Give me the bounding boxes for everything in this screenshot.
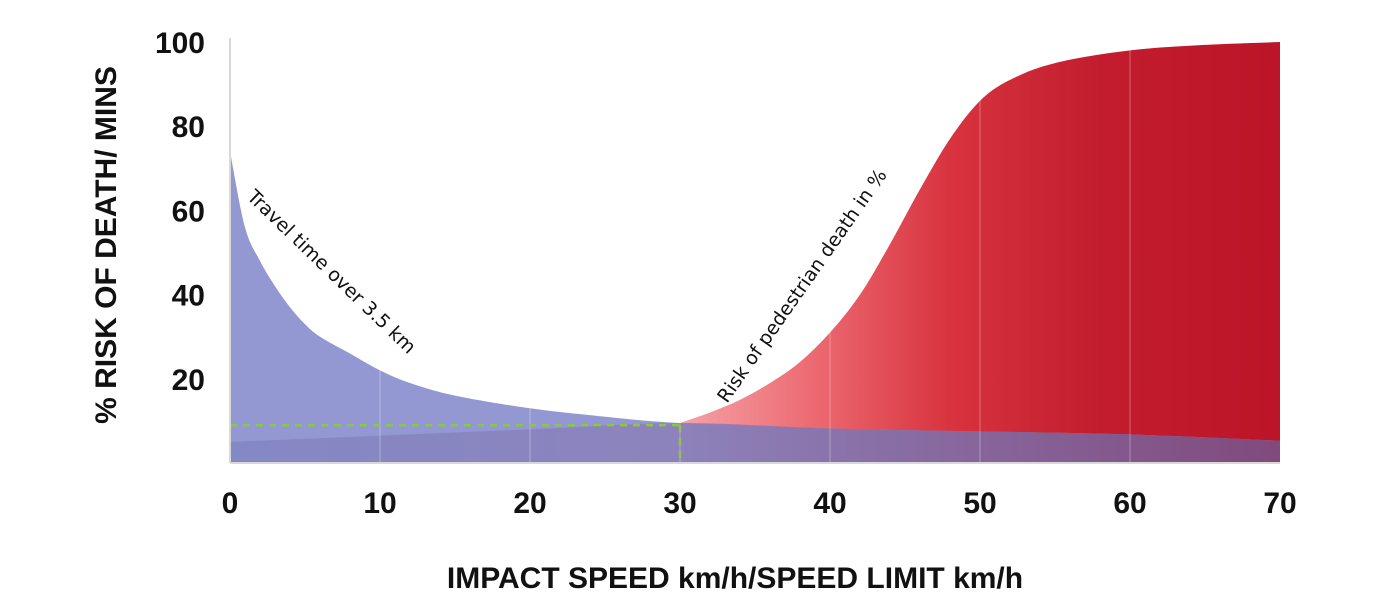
pedestrian-risk-area (680, 42, 1280, 463)
x-axis-title: IMPACT SPEED km/h/SPEED LIMIT km/h (447, 562, 1023, 595)
y-tick-label-80: 80 (172, 111, 205, 144)
y-tick-label-60: 60 (172, 195, 205, 228)
y-tick-label-20: 20 (172, 364, 205, 397)
x-tick-label-60: 60 (1113, 487, 1146, 520)
area-layer (230, 42, 1280, 463)
y-tick-label-40: 40 (172, 280, 205, 313)
x-tick-label-70: 70 (1263, 487, 1296, 520)
x-tick-label-0: 0 (222, 487, 239, 520)
travel-time-area (230, 151, 1280, 463)
x-tick-label-40: 40 (813, 487, 846, 520)
y-axis-title: % RISK OF DEATH/ MINS (90, 66, 123, 424)
x-tick-labels: 0 10 20 30 40 50 60 70 (222, 487, 1297, 520)
gridlines (379, 42, 1131, 463)
y-tick-label-100: 100 (155, 27, 205, 60)
x-tick-label-10: 10 (363, 487, 396, 520)
y-tick-labels: 20 40 60 80 100 (155, 27, 205, 397)
x-tick-label-50: 50 (963, 487, 996, 520)
reference-lines (230, 423, 682, 463)
x-tick-label-20: 20 (513, 487, 546, 520)
x-tick-label-30: 30 (663, 487, 696, 520)
axes (229, 38, 1280, 464)
overlap-band-area (230, 422, 1280, 463)
